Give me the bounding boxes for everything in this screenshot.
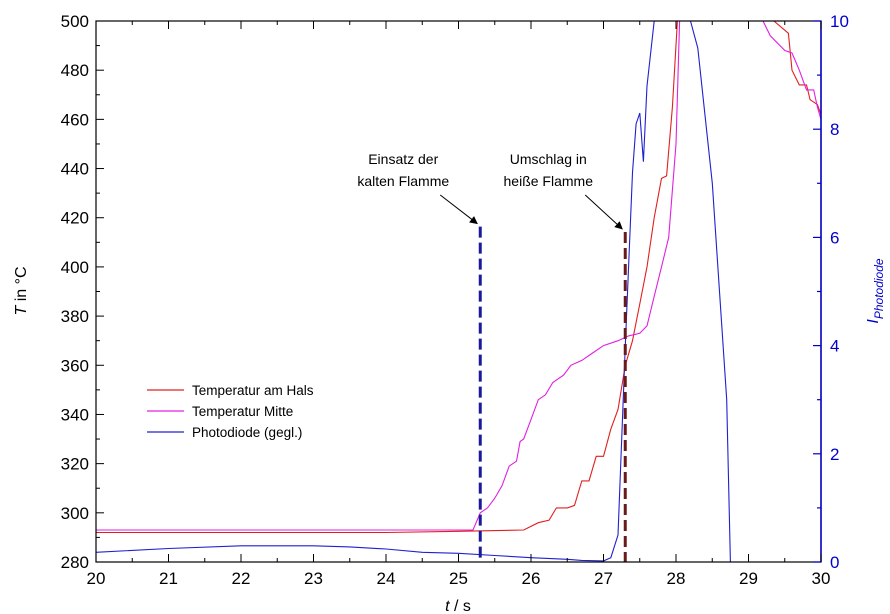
annotation-arrow <box>584 194 623 230</box>
x-tick-label: 20 <box>87 569 106 588</box>
series-layer <box>96 21 821 562</box>
x-tick-label: 23 <box>304 569 323 588</box>
annotation-arrow <box>439 194 478 225</box>
y-left-tick-label: 500 <box>61 12 89 31</box>
x-tick-label: 29 <box>739 569 758 588</box>
y-axis-left-title: T in °C <box>13 266 30 315</box>
x-tick-label: 27 <box>594 569 613 588</box>
x-axis-var: t <box>445 598 450 614</box>
marker-layer <box>478 226 627 562</box>
x-tick-label: 22 <box>232 569 251 588</box>
series-line <box>96 21 821 534</box>
y-right-tick-label: 0 <box>830 553 839 572</box>
y-left-tick-label: 340 <box>61 405 89 424</box>
x-tick-label: 21 <box>159 569 178 588</box>
x-tick-label: 24 <box>377 569 396 588</box>
y-left-tick-label: 460 <box>61 110 89 129</box>
x-axis-title: t / s <box>445 598 471 614</box>
y-left-tick-label: 440 <box>61 160 89 179</box>
y-right-tick-label: 8 <box>830 120 839 139</box>
annotation-text: heiße Flamme <box>504 173 594 189</box>
y-left-tick-label: 300 <box>61 504 89 523</box>
y-left-tick-label: 480 <box>61 61 89 80</box>
x-tick-label: 30 <box>812 569 831 588</box>
y-left-tick-label: 380 <box>61 307 89 326</box>
y-left-tick-label: 320 <box>61 455 89 474</box>
x-tick-label: 25 <box>449 569 468 588</box>
annotation-layer: Einsatz der kalten Flamme Umschlag in heiße… <box>357 151 623 230</box>
y-right-tick-label: 4 <box>830 337 839 356</box>
y-axis-left: 280 300 320 340 360 380 400 420 440 460 480 500 <box>61 12 104 572</box>
annotation-text: Umschlag in <box>510 151 587 167</box>
x-tick-label: 28 <box>667 569 686 588</box>
y-axis-right-title: IPhotodiode <box>865 258 886 324</box>
y-axis-right: 0 2 4 6 8 10 <box>813 12 849 572</box>
y-axis-right-sub: Photodiode <box>872 258 886 319</box>
y-left-tick-label: 420 <box>61 209 89 228</box>
y-left-tick-label: 280 <box>61 553 89 572</box>
y-right-tick-label: 2 <box>830 445 839 464</box>
legend: Temperatur am Hals Temperatur Mitte Photod… <box>147 383 314 440</box>
y-left-tick-label: 400 <box>61 258 89 277</box>
x-axis-unit: / s <box>450 598 471 614</box>
legend-label: Photodiode (gegl.) <box>192 425 302 440</box>
y-axis-left-unit: in °C <box>13 266 30 305</box>
y-right-tick-label: 6 <box>830 228 839 247</box>
legend-label: Temperatur am Hals <box>192 383 314 398</box>
y-left-tick-label: 360 <box>61 356 89 375</box>
y-right-tick-label: 10 <box>830 12 849 31</box>
x-tick-label: 26 <box>522 569 541 588</box>
legend-label: Temperatur Mitte <box>192 404 293 419</box>
x-axis: 20 21 22 23 24 25 26 27 28 29 30 <box>87 21 831 588</box>
annotation-text: kalten Flamme <box>357 173 449 189</box>
y-axis-left-var: T <box>13 305 30 316</box>
y-axis-right-main: I <box>865 319 882 324</box>
series-line <box>96 21 731 562</box>
annotation-text: Einsatz der <box>368 151 438 167</box>
plot-frame <box>95 20 822 563</box>
series-line <box>96 21 821 531</box>
